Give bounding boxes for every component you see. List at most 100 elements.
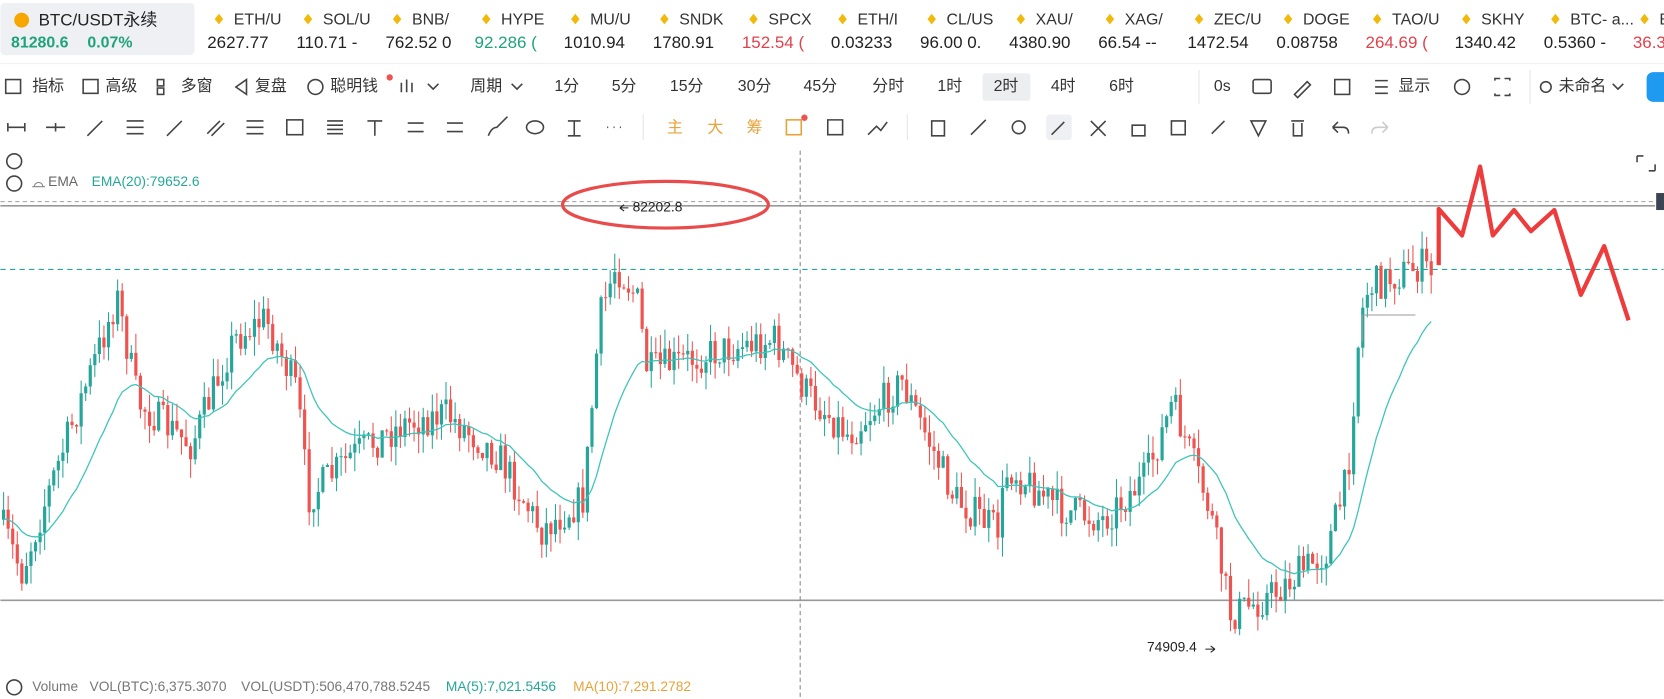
tool-label[interactable]: 主 <box>667 119 683 137</box>
axis-marker <box>1656 193 1664 211</box>
candle-body <box>941 456 945 468</box>
ticker-name[interactable]: HYPE <box>501 11 544 28</box>
ticker-name[interactable]: TAO/U <box>1392 11 1439 28</box>
ticker-name[interactable]: BTC <box>1659 11 1664 28</box>
candle-body <box>65 421 70 453</box>
candle-body <box>1406 261 1410 263</box>
tool-icon[interactable] <box>785 119 803 136</box>
candle-body <box>1383 269 1388 299</box>
collapse-button[interactable] <box>5 679 23 696</box>
ellipse-tool[interactable] <box>525 120 545 135</box>
interval[interactable]: 6时 <box>1109 77 1134 95</box>
brush-tool[interactable] <box>487 116 508 137</box>
candle-body <box>704 362 708 373</box>
main-symbol: BTC/USDT永续 <box>39 11 158 30</box>
ticker-name[interactable]: CL/US <box>947 11 994 28</box>
candle-body <box>681 353 685 355</box>
tool-icons[interactable] <box>327 120 463 136</box>
candle-body <box>70 421 74 426</box>
ticker-price: 0.08758 <box>1276 33 1337 52</box>
tool-icons[interactable] <box>7 120 264 137</box>
candle-body <box>111 321 115 325</box>
login-button[interactable] <box>1646 72 1664 102</box>
candle-body <box>576 487 580 523</box>
main-price: 81280.6 <box>11 35 69 52</box>
coin-icon <box>749 13 758 25</box>
interval[interactable]: 2时 <box>994 77 1019 95</box>
candle-body <box>239 334 243 349</box>
ticker-name[interactable]: MU/U <box>590 11 631 28</box>
ticker-name[interactable]: SKHY <box>1481 11 1525 28</box>
interval[interactable]: 1时 <box>937 77 962 95</box>
interval[interactable]: 4时 <box>1051 77 1076 95</box>
tool-icons[interactable] <box>826 119 888 136</box>
candle-body <box>1429 261 1433 276</box>
badge <box>386 74 393 81</box>
icon <box>511 83 523 91</box>
ticker-price: 36.3 <box>1633 33 1664 52</box>
ticker-name[interactable]: DOGE <box>1303 11 1350 28</box>
ticker-name[interactable]: ZEC/U <box>1214 11 1262 28</box>
maximize-button[interactable] <box>1636 155 1656 172</box>
interval[interactable]: 45分 <box>804 77 838 95</box>
ticker-name[interactable]: ETH/U <box>234 11 282 28</box>
tool-label[interactable]: 大 <box>707 119 723 137</box>
candle-body <box>170 420 174 436</box>
candle-body <box>24 565 28 584</box>
candle-body <box>499 445 503 471</box>
candle-body <box>193 438 197 460</box>
add-button[interactable] <box>1333 78 1351 96</box>
ticker-price: 762.52 0 <box>385 33 451 52</box>
candle-body <box>772 325 776 343</box>
candle-body <box>184 437 188 447</box>
interval[interactable]: 5分 <box>612 77 637 95</box>
settings-button[interactable] <box>1453 78 1471 96</box>
display-icon <box>1375 79 1388 95</box>
candle-body <box>1320 568 1324 570</box>
layout-label[interactable]: 未命名 <box>1559 77 1607 95</box>
expand-button[interactable] <box>5 153 23 170</box>
tool-label[interactable]: 筹 <box>747 119 763 137</box>
candle-body <box>198 414 202 439</box>
candle-body <box>800 373 804 397</box>
candle-body <box>1425 248 1429 262</box>
rect-tool[interactable] <box>286 119 304 136</box>
ema-line <box>3 321 1432 575</box>
tool-icons[interactable] <box>930 119 1350 138</box>
collapse-button[interactable] <box>5 175 23 192</box>
candle-body <box>604 297 608 299</box>
icon <box>234 78 248 96</box>
ticker-name[interactable]: SOL/U <box>323 11 371 28</box>
arrow <box>619 204 629 212</box>
candle-body <box>1069 510 1073 523</box>
main-ticker[interactable] <box>0 3 195 56</box>
candle-body <box>1365 294 1369 308</box>
interval[interactable]: 15分 <box>670 77 704 95</box>
menu-item[interactable]: 聪明钱 <box>330 77 378 95</box>
menu-item[interactable]: 指标 <box>32 77 64 95</box>
ticker-name[interactable]: SPCX <box>768 11 812 28</box>
interval[interactable]: 1分 <box>554 77 579 95</box>
ticker-name[interactable]: SNDK <box>679 11 724 28</box>
menu-item[interactable]: 复盘 <box>255 76 287 95</box>
interval[interactable]: 分时 <box>872 77 904 95</box>
period-menu[interactable]: 周期 <box>470 77 502 95</box>
candle-body <box>745 340 749 348</box>
ticker-name[interactable]: XAU/ <box>1036 11 1074 28</box>
candle-body <box>303 409 307 450</box>
ticker-name[interactable]: XAG/ <box>1125 11 1164 28</box>
display-label[interactable]: 显示 <box>1398 78 1430 95</box>
ticker-name[interactable]: ETH/I <box>857 11 898 28</box>
tool-icons[interactable] <box>567 120 621 137</box>
fullscreen-button[interactable] <box>1494 77 1511 97</box>
interval[interactable]: 30分 <box>738 77 772 95</box>
ticker-price: 92.286 ( <box>475 33 538 52</box>
menu-item[interactable]: 多窗 <box>181 77 213 95</box>
edit-button[interactable] <box>1293 80 1312 99</box>
menu-item[interactable]: 高级 <box>105 77 137 95</box>
screenshot-button[interactable] <box>1252 78 1272 95</box>
ticker-name[interactable]: BNB/ <box>412 11 450 28</box>
ticker-name[interactable]: BTC- a... <box>1570 11 1634 28</box>
low-label: 74909.4 <box>1147 640 1197 655</box>
